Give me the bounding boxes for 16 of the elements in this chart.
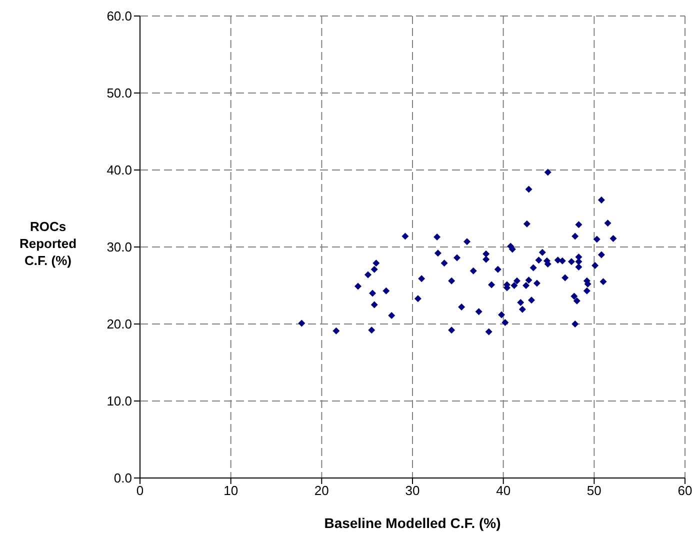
x-tick-label: 50 bbox=[586, 483, 602, 498]
x-tick-label: 20 bbox=[314, 483, 329, 498]
x-tick-label: 60 bbox=[678, 483, 692, 498]
y-tick-label: 30.0 bbox=[106, 240, 132, 255]
x-tick-label: 10 bbox=[224, 483, 238, 498]
y-tick-label: 0.0 bbox=[114, 470, 132, 486]
x-tick-label: 30 bbox=[405, 483, 420, 498]
y-tick-label: 10.0 bbox=[106, 394, 132, 409]
y-tick-label: 50.0 bbox=[106, 86, 132, 101]
y-tick-label: 20.0 bbox=[106, 316, 132, 332]
x-tick-label: 0 bbox=[136, 483, 144, 498]
y-tick-label: 40.0 bbox=[106, 162, 132, 178]
x-tick-label: 40 bbox=[496, 483, 511, 498]
y-axis-title: ROCs Reported C.F. (%) bbox=[19, 219, 77, 268]
x-axis-title: Baseline Modelled C.F. (%) bbox=[324, 515, 501, 531]
y-tick-label: 60.0 bbox=[106, 8, 132, 24]
